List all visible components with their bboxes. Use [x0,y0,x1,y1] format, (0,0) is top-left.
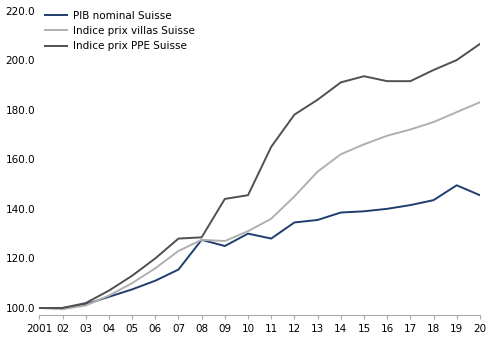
Indice prix PPE Suisse [176,237,182,241]
PIB nominal Suisse [430,198,436,202]
Indice prix PPE Suisse [83,301,89,305]
PIB nominal Suisse [106,295,112,299]
Indice prix villas Suisse [314,170,320,174]
Indice prix villas Suisse [222,239,228,243]
Legend: PIB nominal Suisse, Indice prix villas Suisse, Indice prix PPE Suisse: PIB nominal Suisse, Indice prix villas S… [42,9,197,53]
PIB nominal Suisse [153,279,158,283]
Indice prix PPE Suisse [338,80,344,84]
Line: Indice prix PPE Suisse: Indice prix PPE Suisse [39,44,480,308]
Indice prix villas Suisse [106,293,112,298]
Indice prix villas Suisse [83,304,89,308]
Indice prix villas Suisse [245,229,251,233]
Line: PIB nominal Suisse: PIB nominal Suisse [39,185,480,308]
Indice prix villas Suisse [291,194,297,199]
Indice prix PPE Suisse [430,68,436,72]
Indice prix PPE Suisse [384,79,390,83]
Indice prix villas Suisse [430,120,436,124]
Indice prix villas Suisse [384,134,390,138]
Line: Indice prix villas Suisse: Indice prix villas Suisse [39,102,480,309]
Indice prix PPE Suisse [129,274,135,278]
Indice prix PPE Suisse [361,74,367,78]
Indice prix villas Suisse [268,217,274,221]
PIB nominal Suisse [245,232,251,236]
Indice prix PPE Suisse [36,306,42,310]
Indice prix PPE Suisse [199,235,205,239]
PIB nominal Suisse [176,268,182,272]
Indice prix villas Suisse [176,249,182,253]
Indice prix villas Suisse [60,307,65,311]
Indice prix villas Suisse [477,100,483,104]
Indice prix villas Suisse [407,128,413,132]
PIB nominal Suisse [36,306,42,310]
Indice prix PPE Suisse [314,98,320,102]
PIB nominal Suisse [361,209,367,213]
Indice prix PPE Suisse [454,58,460,62]
Indice prix PPE Suisse [60,306,65,310]
PIB nominal Suisse [199,238,205,242]
PIB nominal Suisse [338,210,344,215]
Indice prix villas Suisse [338,152,344,156]
PIB nominal Suisse [384,207,390,211]
Indice prix villas Suisse [199,238,205,242]
PIB nominal Suisse [291,220,297,224]
PIB nominal Suisse [454,183,460,187]
Indice prix villas Suisse [454,110,460,114]
PIB nominal Suisse [129,287,135,291]
Indice prix PPE Suisse [291,113,297,117]
Indice prix villas Suisse [153,266,158,270]
Indice prix PPE Suisse [153,256,158,260]
PIB nominal Suisse [60,306,65,310]
Indice prix PPE Suisse [106,289,112,293]
PIB nominal Suisse [477,193,483,197]
Indice prix PPE Suisse [222,197,228,201]
PIB nominal Suisse [407,203,413,207]
Indice prix PPE Suisse [477,42,483,46]
Indice prix PPE Suisse [407,79,413,83]
Indice prix villas Suisse [361,142,367,147]
Indice prix PPE Suisse [268,145,274,149]
Indice prix villas Suisse [36,306,42,310]
PIB nominal Suisse [268,237,274,241]
Indice prix villas Suisse [129,281,135,285]
PIB nominal Suisse [83,302,89,306]
PIB nominal Suisse [222,244,228,248]
Indice prix PPE Suisse [245,193,251,197]
PIB nominal Suisse [314,218,320,222]
